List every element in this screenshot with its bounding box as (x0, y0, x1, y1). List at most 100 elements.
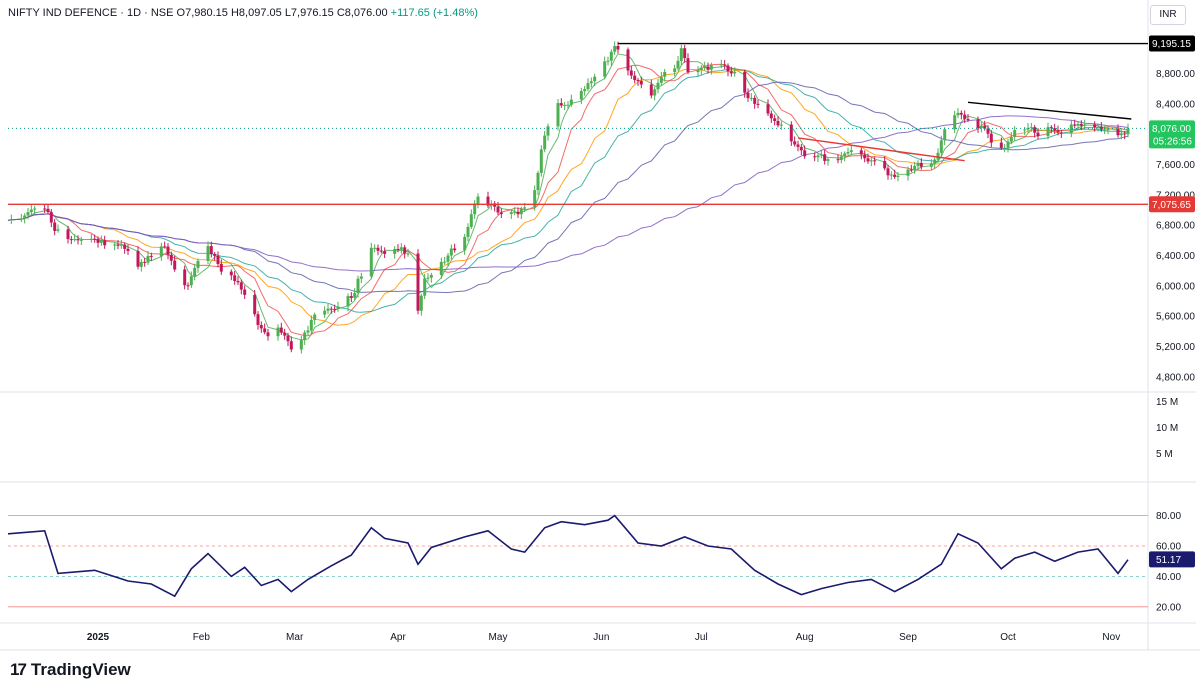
tradingview-logo[interactable]: 17 TradingView (10, 659, 131, 681)
candle-body (229, 271, 233, 276)
candle-body (566, 104, 570, 106)
candle-body (309, 319, 313, 331)
candle-body (539, 149, 543, 173)
candle-body (986, 128, 990, 134)
candle-body (769, 113, 773, 119)
candle-body (383, 251, 387, 254)
candle-body (1096, 126, 1100, 128)
currency-button[interactable]: INR (1150, 5, 1186, 25)
candle-body (406, 253, 410, 255)
candle-body (336, 306, 340, 309)
time-axis-label: Mar (286, 632, 304, 643)
candle-body (1123, 133, 1127, 135)
rsi-line (7, 514, 1129, 598)
candle-body (709, 65, 713, 70)
candle-body (53, 222, 57, 231)
candle-body (509, 212, 513, 214)
ohlc-low: L7,976.15 (284, 7, 334, 19)
rsi-last-tag (1149, 551, 1195, 568)
candle-body (193, 267, 197, 277)
horizontal-level-tag (1149, 35, 1195, 52)
time-axis-label: Aug (796, 632, 814, 643)
ohlc-high: H8,097.05 (230, 7, 282, 19)
candle-body (206, 246, 210, 261)
candle-body (26, 212, 30, 216)
candle-body (299, 340, 303, 350)
candle-body (546, 126, 550, 136)
candle-body (79, 239, 83, 241)
candle-body (1013, 130, 1017, 137)
candle-body (943, 129, 947, 141)
candle-body (519, 208, 523, 215)
candle-body (963, 114, 967, 119)
candle-body (376, 247, 380, 251)
time-axis-label: Sep (899, 632, 917, 643)
candle-body (253, 294, 257, 315)
candle-body (849, 150, 853, 152)
time-axis-label: Oct (1000, 632, 1016, 643)
candle-body (219, 264, 223, 272)
candle-body (493, 203, 497, 207)
candle-body (116, 244, 120, 246)
candle-body (893, 174, 897, 177)
symbol-header: NIFTY IND DEFENCE · 1D · NSE O7,980.15 H… (8, 7, 478, 19)
candle-body (126, 248, 130, 251)
candle-body (603, 61, 607, 77)
candle-body (569, 99, 573, 105)
candle-body (913, 165, 917, 170)
candle-body (49, 212, 53, 223)
candle-body (543, 135, 547, 150)
candle-body (1053, 128, 1057, 131)
candle-body (313, 314, 317, 320)
candle-body (1069, 124, 1073, 134)
candle-body (703, 66, 707, 69)
separator-dot: · (144, 7, 151, 19)
candle-body (289, 341, 293, 350)
candle-body (66, 229, 70, 240)
candle-body (556, 103, 560, 127)
time-axis-label: Feb (193, 632, 211, 643)
candle-body (286, 335, 290, 342)
candle-body (446, 255, 450, 262)
price-axis-label: 7,200.00 (1156, 190, 1195, 201)
candle-body (606, 60, 610, 62)
candle-body (1073, 124, 1077, 126)
candle-body (333, 308, 337, 310)
candle-body (443, 261, 447, 263)
tradingview-logo-icon: 17 (10, 660, 27, 679)
candle-body (33, 208, 37, 210)
candle-body (216, 255, 220, 264)
candle-body (476, 196, 480, 204)
price-axis-label: 7,600.00 (1156, 160, 1195, 171)
price-axis-label: 8,400.00 (1156, 99, 1195, 110)
candle-body (136, 251, 140, 267)
candle-body (799, 146, 803, 151)
candle-body (1029, 127, 1033, 129)
candle-body (779, 124, 783, 126)
candle-body (616, 46, 620, 50)
candle-body (889, 174, 893, 176)
separator-dot: · (120, 7, 127, 19)
candle-body (469, 214, 473, 227)
time-axis-label: Apr (390, 632, 406, 643)
candle-body (563, 104, 567, 106)
candle-body (466, 226, 470, 237)
candle-body (396, 249, 400, 250)
horizontal-level-label: 7,075.65 (1152, 200, 1191, 211)
candle-body (589, 81, 593, 84)
candle-body (753, 97, 757, 104)
candle-body (953, 115, 957, 130)
candle-body (19, 218, 23, 220)
candle-body (143, 261, 147, 263)
candle-body (843, 153, 847, 157)
candle-body (723, 64, 727, 66)
candle-body (673, 68, 677, 72)
candle-body (393, 249, 397, 254)
candle-body (1009, 136, 1013, 142)
candle-body (999, 142, 1003, 148)
candle-body (346, 296, 350, 307)
candle-body (586, 83, 590, 90)
candle-body (379, 250, 383, 252)
last-price-label: 8,076.00 (1152, 124, 1191, 135)
